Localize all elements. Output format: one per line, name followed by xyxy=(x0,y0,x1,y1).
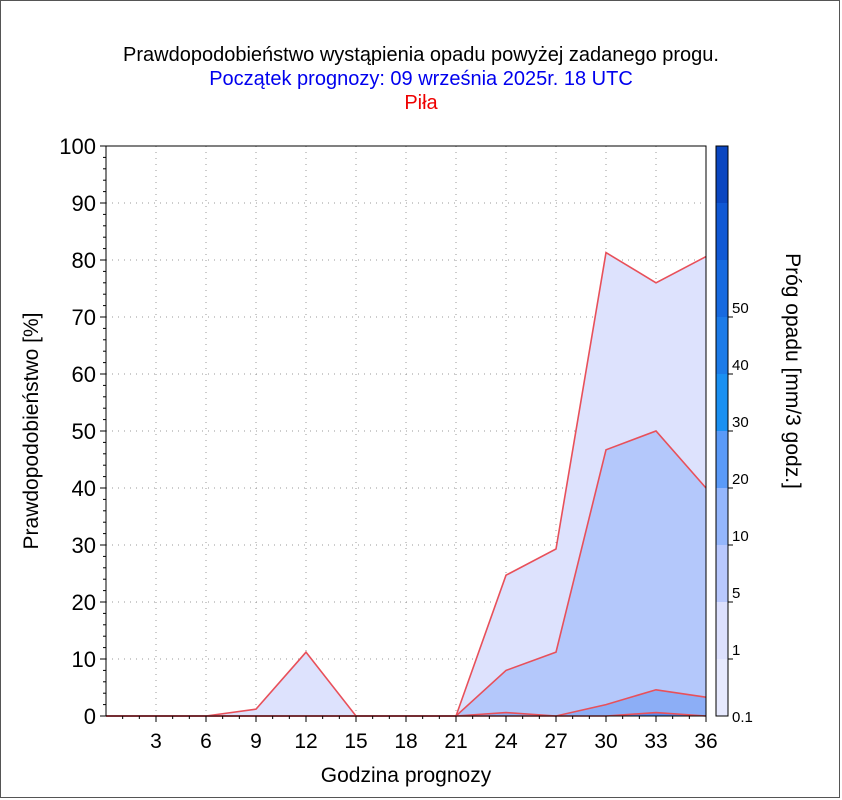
y-tick-label-40: 40 xyxy=(72,476,96,501)
y-tick-label-100: 100 xyxy=(59,134,96,159)
x-tick-label-12: 12 xyxy=(294,730,317,753)
y-tick-label-90: 90 xyxy=(72,191,96,216)
y-tick-label-20: 20 xyxy=(72,590,96,615)
colorbar-segment xyxy=(716,260,728,317)
y-tick-label-0: 0 xyxy=(84,704,96,729)
colorbar-segment xyxy=(716,659,728,716)
forecast-start-subtitle: Początek prognozy: 09 września 2025r. 18… xyxy=(209,68,633,90)
colorbar-segment xyxy=(716,431,728,488)
probability-areas xyxy=(106,252,706,716)
x-axis-ticks: 3 6 9 12 15 18 21 24 27 30 33 36 xyxy=(122,716,718,753)
y-axis-label: Prawdopodobieństwo [%] xyxy=(20,313,43,550)
colorbar-tick-label-10: 10 xyxy=(732,528,749,545)
colorbar-segment xyxy=(716,545,728,602)
chart-title: Prawdopodobieństwo wystąpienia opadu pow… xyxy=(123,44,719,66)
colorbar-tick-label-1: 1 xyxy=(732,642,740,659)
x-tick-label-18: 18 xyxy=(394,730,417,753)
x-tick-label-15: 15 xyxy=(344,730,367,753)
y-tick-label-80: 80 xyxy=(72,248,96,273)
colorbar-tick-label-20: 20 xyxy=(732,471,749,488)
x-axis-label: Godzina prognozy xyxy=(321,764,492,787)
x-tick-label-3: 3 xyxy=(150,730,162,753)
colorbar-segment xyxy=(716,602,728,659)
x-tick-label-27: 27 xyxy=(544,730,567,753)
area-threshold-1 xyxy=(106,431,706,716)
threshold-colorbar: 0.1 1 5 10 20 30 40 50 xyxy=(715,145,753,726)
colorbar-tick-label-40: 40 xyxy=(732,357,749,374)
colorbar-segment xyxy=(716,146,728,203)
station-name: Piła xyxy=(404,92,438,114)
colorbar-segment xyxy=(716,374,728,431)
y-tick-label-70: 70 xyxy=(72,305,96,330)
y-axis-ticks: 0 10 20 30 40 50 60 70 80 90 100 xyxy=(59,134,106,729)
x-tick-label-9: 9 xyxy=(250,730,262,753)
x-tick-label-30: 30 xyxy=(594,730,617,753)
y-tick-label-10: 10 xyxy=(72,647,96,672)
y-tick-label-50: 50 xyxy=(72,419,96,444)
y-tick-label-60: 60 xyxy=(72,362,96,387)
colorbar-label: Próg opadu [mm/3 godz.] xyxy=(781,253,804,489)
colorbar-segment xyxy=(716,317,728,374)
x-tick-label-6: 6 xyxy=(200,730,212,753)
y-tick-label-30: 30 xyxy=(72,533,96,558)
colorbar-segment xyxy=(716,203,728,260)
colorbar-tick-label-50: 50 xyxy=(732,300,749,317)
x-tick-label-24: 24 xyxy=(494,730,518,753)
colorbar-segment xyxy=(716,488,728,545)
x-tick-label-33: 33 xyxy=(644,730,667,753)
x-tick-label-36: 36 xyxy=(694,730,717,753)
x-tick-label-21: 21 xyxy=(444,730,467,753)
area-threshold-0.1 xyxy=(106,252,706,716)
colorbar-tick-label-5: 5 xyxy=(732,585,740,602)
colorbar-tick-label-0.1: 0.1 xyxy=(732,709,753,726)
colorbar-tick-label-30: 30 xyxy=(732,414,749,431)
